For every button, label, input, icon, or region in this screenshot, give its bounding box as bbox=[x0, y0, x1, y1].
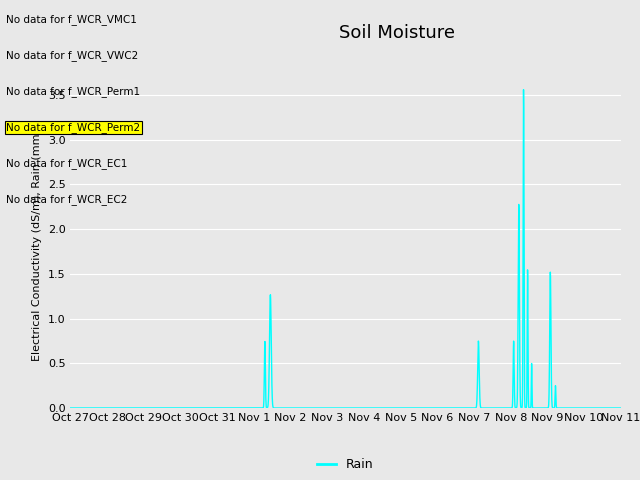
Text: Soil Moisture: Soil Moisture bbox=[339, 24, 455, 42]
Text: No data for f_WCR_VWC2: No data for f_WCR_VWC2 bbox=[6, 50, 139, 61]
Legend: Rain: Rain bbox=[312, 454, 379, 477]
Text: No data for f_WCR_Perm1: No data for f_WCR_Perm1 bbox=[6, 86, 141, 97]
Text: No data for f_WCR_Perm2: No data for f_WCR_Perm2 bbox=[6, 122, 141, 133]
Y-axis label: Electrical Conductivity (dS/m), Rain (mm): Electrical Conductivity (dS/m), Rain (mm… bbox=[32, 129, 42, 361]
Text: No data for f_WCR_VMC1: No data for f_WCR_VMC1 bbox=[6, 14, 137, 25]
Text: No data for f_WCR_EC2: No data for f_WCR_EC2 bbox=[6, 194, 128, 205]
Text: No data for f_WCR_EC1: No data for f_WCR_EC1 bbox=[6, 158, 128, 169]
